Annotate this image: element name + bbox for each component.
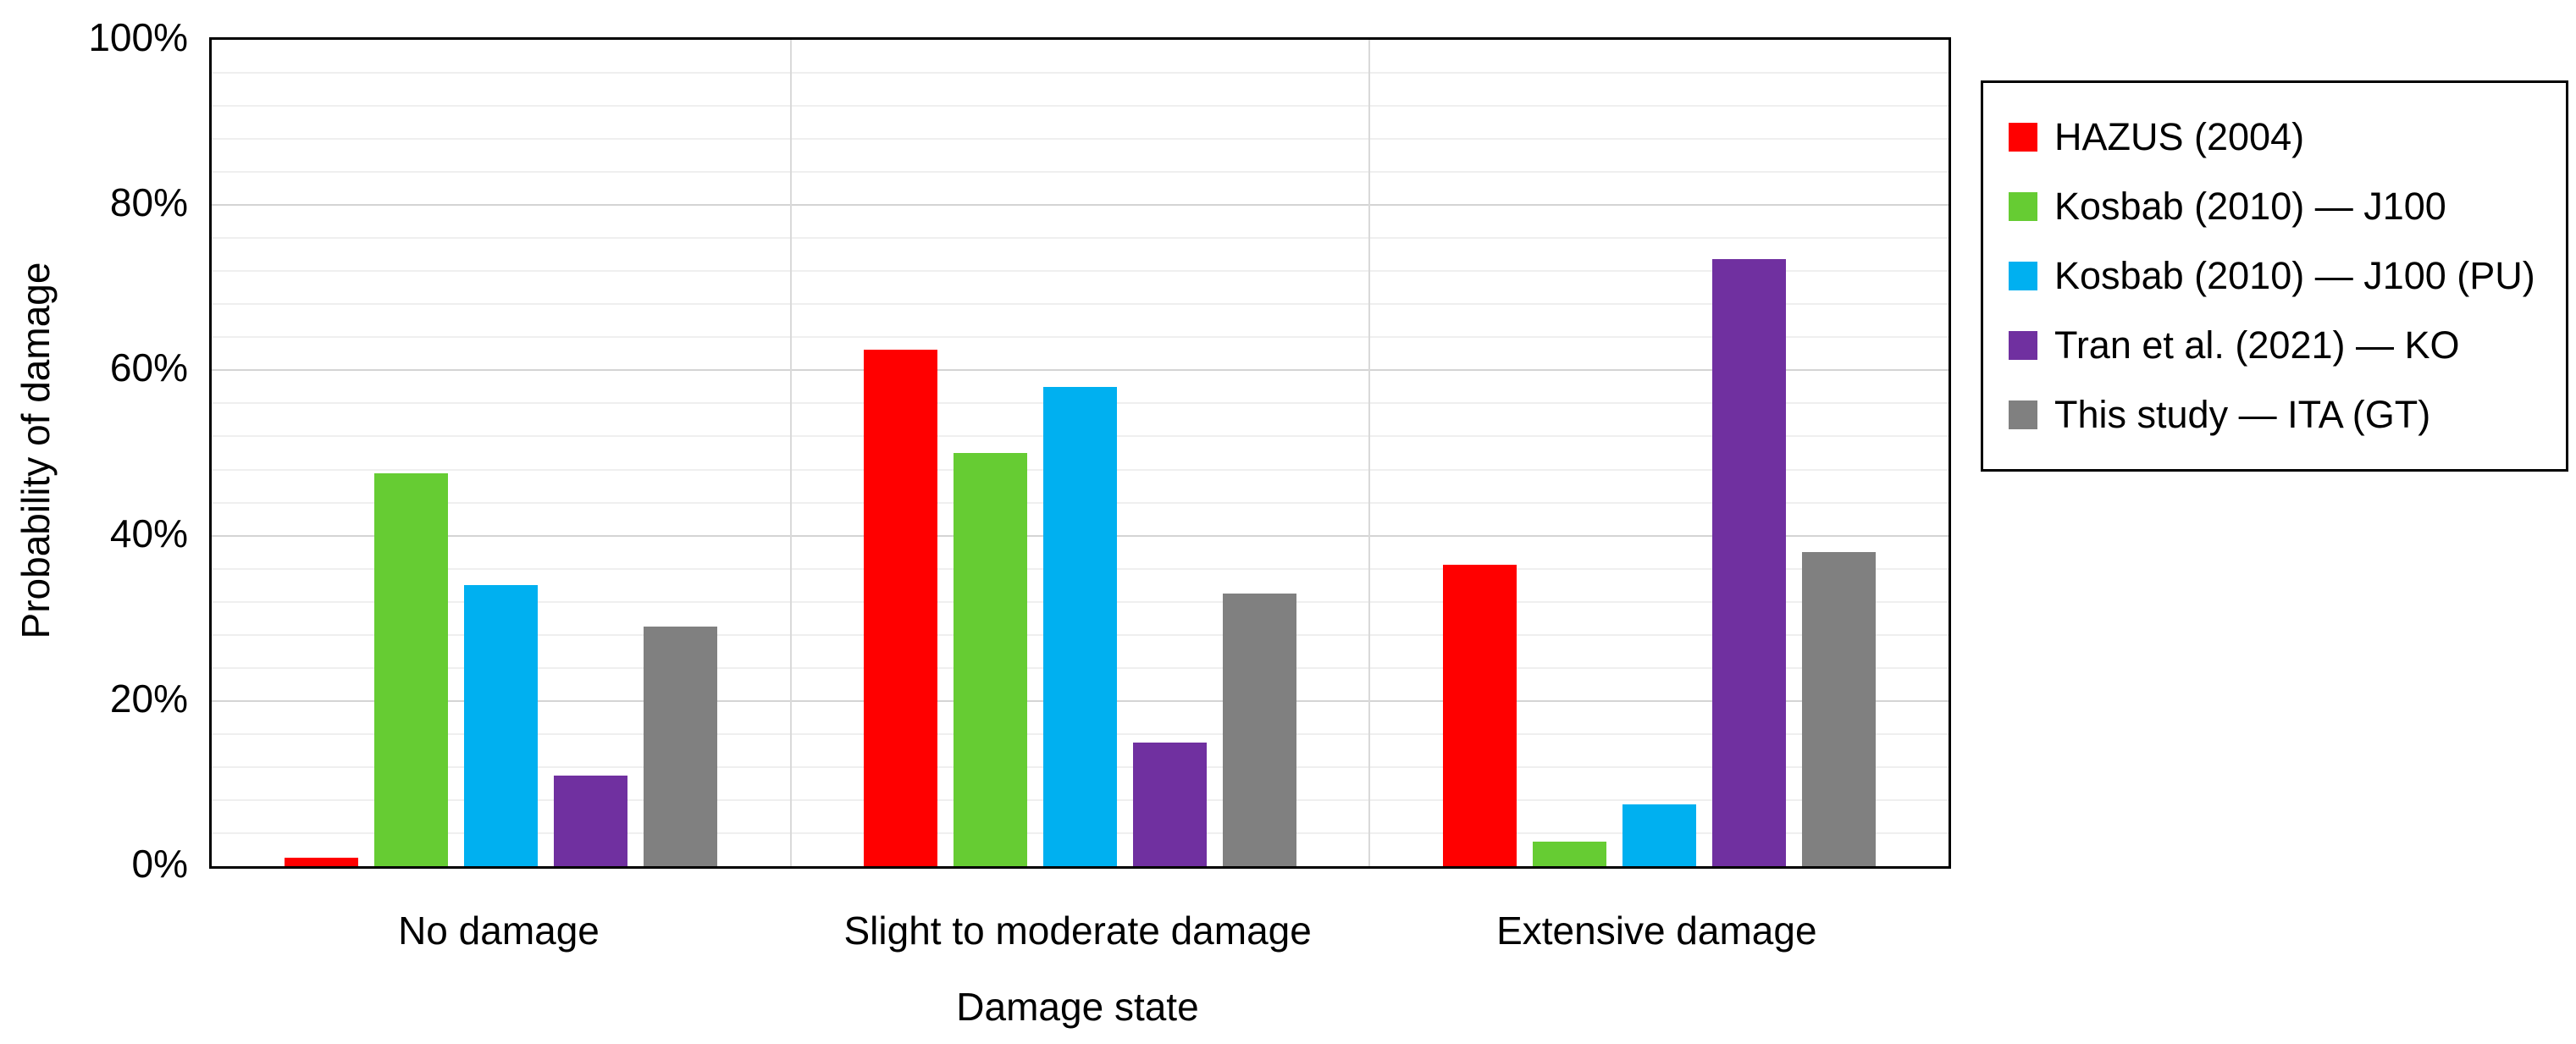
y-tick-label: 0% <box>131 842 188 886</box>
bar-group <box>791 40 1370 866</box>
legend-item: Kosbab (2010) — J100 <box>2009 185 2549 229</box>
plot-area <box>209 37 1951 869</box>
bar <box>954 453 1027 866</box>
legend-label: This study — ITA (GT) <box>2054 393 2431 436</box>
legend-label: Kosbab (2010) — J100 <box>2054 185 2446 228</box>
category-label: No damage <box>398 909 600 953</box>
bar <box>374 473 449 866</box>
x-axis-title: Damage state <box>956 985 1199 1029</box>
minor-gridline <box>212 336 1949 339</box>
y-tick-label: 60% <box>109 345 188 390</box>
category-separator-line <box>1368 40 1371 866</box>
bar <box>1801 552 1876 866</box>
bar <box>1133 742 1207 866</box>
legend-swatch-icon <box>2009 400 2037 429</box>
y-axis-title: Probability of damage <box>14 262 58 639</box>
category-separator-line <box>789 40 792 866</box>
minor-gridline <box>212 138 1949 141</box>
bar <box>1043 386 1117 866</box>
minor-gridline <box>212 105 1949 108</box>
bar <box>1223 593 1296 866</box>
bar-group <box>212 40 791 866</box>
legend-item: Kosbab (2010) — J100 (PU) <box>2009 254 2549 298</box>
minor-gridline <box>212 171 1949 174</box>
y-tick-label: 80% <box>109 180 188 225</box>
bar <box>864 350 937 866</box>
bar-group <box>1369 40 1949 866</box>
y-tick-label: 40% <box>109 511 188 555</box>
bar-groups <box>212 40 1949 866</box>
legend-label: Tran et al. (2021) — KO <box>2054 323 2460 367</box>
bar <box>644 626 718 866</box>
y-tick-label: 20% <box>109 676 188 721</box>
legend-swatch-icon <box>2009 262 2037 290</box>
minor-gridline <box>212 72 1949 75</box>
legend-item: HAZUS (2004) <box>2009 115 2549 159</box>
minor-gridline <box>212 237 1949 240</box>
category-label: Slight to moderate damage <box>843 909 1312 953</box>
legend-item: This study — ITA (GT) <box>2009 393 2549 437</box>
minor-gridline <box>212 270 1949 273</box>
bar <box>554 775 628 866</box>
bar <box>1711 258 1786 866</box>
legend-item: Tran et al. (2021) — KO <box>2009 323 2549 367</box>
legend-label: HAZUS (2004) <box>2054 115 2305 158</box>
bar <box>285 858 359 866</box>
legend-swatch-icon <box>2009 123 2037 152</box>
major-gridline <box>212 369 1949 372</box>
bar <box>1442 564 1517 866</box>
minor-gridline <box>212 303 1949 306</box>
bar <box>1622 804 1696 866</box>
category-label: Extensive damage <box>1496 909 1817 953</box>
legend-swatch-icon <box>2009 192 2037 221</box>
legend: HAZUS (2004) Kosbab (2010) — J100 Kosbab (… <box>1981 80 2568 472</box>
y-tick-label: 100% <box>88 15 188 59</box>
major-gridline <box>212 204 1949 207</box>
bar <box>1532 841 1606 866</box>
legend-label: Kosbab (2010) — J100 (PU) <box>2054 254 2535 297</box>
legend-swatch-icon <box>2009 331 2037 360</box>
bar <box>464 585 539 866</box>
